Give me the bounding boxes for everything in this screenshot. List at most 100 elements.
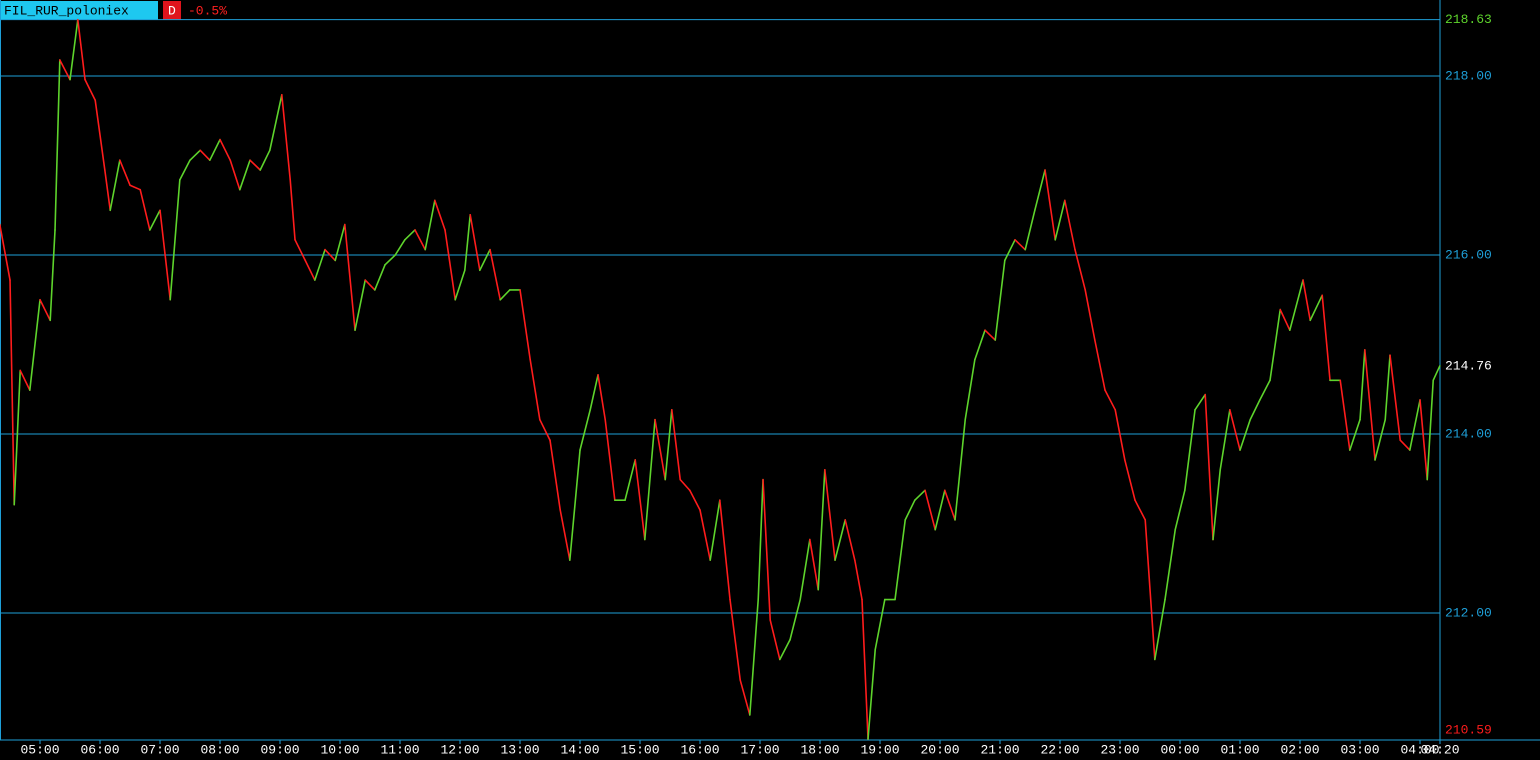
price-segment [749,598,760,716]
price-segment [799,538,811,601]
y-tick-label: 214.00 [1445,426,1492,441]
price-segment [994,259,1006,341]
price-segment [1249,399,1261,421]
last-label: 214.76 [1445,358,1492,373]
price-segment [69,18,79,81]
x-tick-label: 10:00 [321,742,360,757]
price-segment [1184,409,1196,492]
price-segment [414,229,427,251]
price-segment [529,358,541,421]
price-segment [597,374,607,421]
price-segment [1054,199,1066,241]
price-segment [1044,169,1057,241]
price-segment [1302,279,1312,322]
price-segment [729,598,742,681]
price-segment [269,94,283,152]
price-segment [834,519,847,561]
x-tick-label: 17:00 [741,742,780,757]
price-segment [1024,209,1036,251]
price-segment [589,374,599,411]
price-segment [1074,248,1087,291]
price-segment [1419,399,1429,481]
price-segment [1064,199,1076,251]
low-label: 210.59 [1445,722,1492,737]
price-segment [209,138,221,161]
price-segment [479,248,491,272]
price-segment [1144,519,1156,661]
price-segment [634,459,646,541]
price-segment [109,159,121,212]
price-segment [854,559,863,601]
price-segment [281,94,292,181]
price-segment [289,179,296,241]
x-tick-label: 05:00 [21,742,60,757]
price-segment [9,279,16,506]
price-segment [844,519,856,561]
price-segment [824,468,836,561]
price-segment [1014,239,1027,251]
price-segment [469,213,481,272]
price-segment [464,213,472,272]
price-segment [434,199,446,231]
x-tick-label: 19:00 [861,742,900,757]
x-tick-label: 12:00 [441,742,480,757]
price-segment [0,223,11,281]
price-segment [334,223,346,262]
price-segment [1134,499,1147,521]
price-segment [984,329,997,341]
price-segment [569,449,581,561]
price-segment [699,509,712,561]
price-segment [1269,308,1282,382]
price-segment [1359,349,1366,421]
price-segment [1114,409,1126,461]
price-segment [384,254,397,266]
price-segment [94,99,106,171]
symbol-box [0,1,158,20]
price-segment [314,248,326,281]
price-segment [964,358,976,421]
x-tick-label: 03:00 [1341,742,1380,757]
price-segment [489,248,502,301]
price-segment [179,159,191,181]
price-segment [789,598,802,641]
price-segment [539,418,551,442]
price-segment [1084,289,1096,341]
price-segment [1204,393,1214,541]
y-tick-label: 218.00 [1445,68,1492,83]
price-segment [944,489,956,521]
x-tick-label: 06:00 [81,742,120,757]
y-tick-label: 212.00 [1445,605,1492,620]
price-segment [39,298,52,322]
price-segment [549,439,562,511]
price-segment [324,248,337,262]
price-segment [559,509,571,561]
x-tick-label: 02:00 [1281,742,1320,757]
x-tick-label: 21:00 [981,742,1020,757]
price-segment [424,199,436,251]
x-tick-label: 23:00 [1101,742,1140,757]
price-segment [757,478,764,601]
price-segment [1339,379,1351,451]
y-tick-label: 216.00 [1445,247,1492,262]
x-tick-label: 13:00 [501,742,540,757]
chart-title: FIL_RUR_poloniex [4,3,129,18]
price-segment [169,179,181,301]
price-segment [1399,439,1411,451]
x-tick-label: 09:00 [261,742,300,757]
price-segment [679,478,691,492]
price-segment [54,59,61,231]
price-segment [189,149,202,161]
price-segment [769,619,781,661]
price-segment [1194,393,1207,411]
x-tick-label: 14:00 [561,742,600,757]
x-tick-label: 22:00 [1041,742,1080,757]
price-segment [1219,409,1231,471]
price-segment [914,489,926,501]
price-segment [762,478,772,621]
price-segment [394,239,406,256]
price-segment [817,468,826,591]
price-segment [454,269,466,301]
price-segment [1164,528,1177,601]
high-label: 218.63 [1445,12,1492,27]
price-segment [1174,489,1186,531]
